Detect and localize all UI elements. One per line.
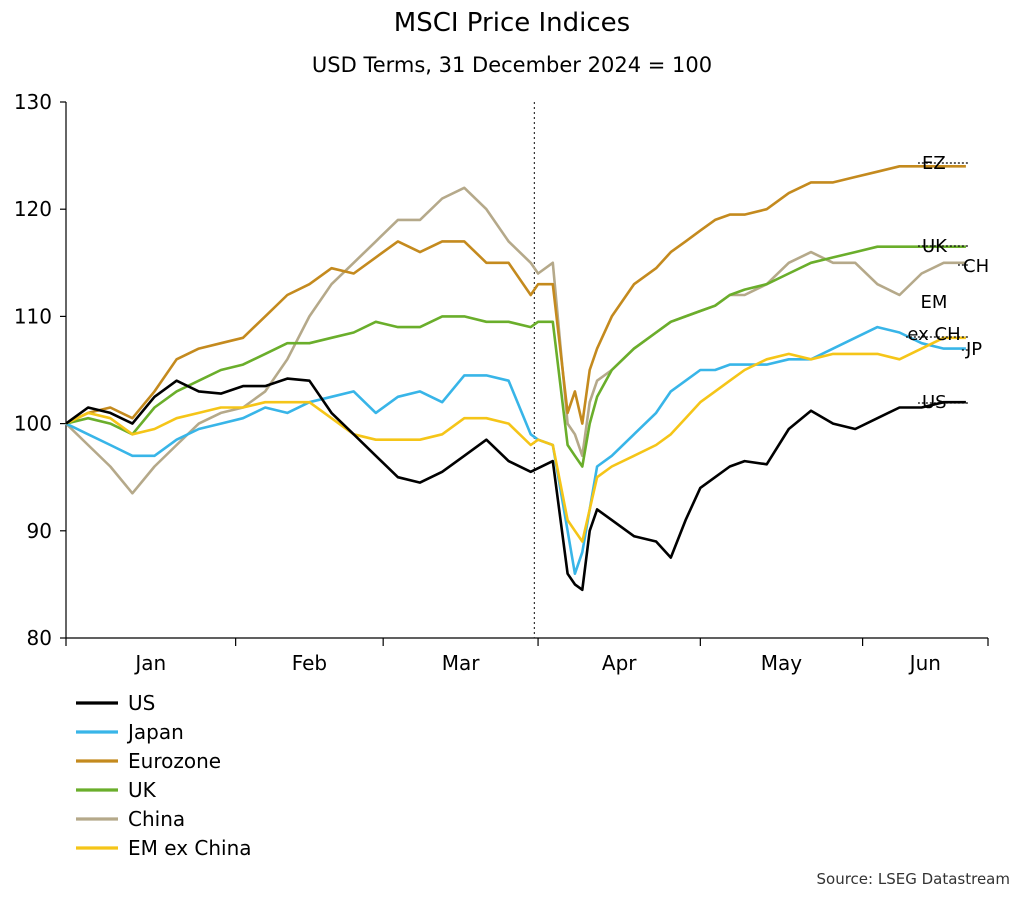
series-line-china xyxy=(65,186,966,495)
x-tick-label: Mar xyxy=(442,651,481,675)
x-tick-label: Apr xyxy=(602,651,637,675)
end-label-us: US xyxy=(922,392,947,413)
y-tick-label: 90 xyxy=(27,519,52,543)
x-tick-label: Jun xyxy=(908,651,941,675)
chart-subtitle: USD Terms, 31 December 2024 = 100 xyxy=(312,53,712,77)
y-tick-label: 80 xyxy=(27,626,52,650)
chart-title: MSCI Price Indices xyxy=(394,8,630,38)
legend: US Japan Eurozone UK China EM ex China xyxy=(76,691,252,860)
series-line-eurozone xyxy=(65,165,966,425)
legend-label-us: US xyxy=(128,691,155,715)
plot-area: 80 90 100 110 120 130 Jan Feb Mar Apr May Jun xyxy=(14,90,989,675)
x-tick-label: Feb xyxy=(292,651,327,675)
y-tick-label: 130 xyxy=(14,90,52,114)
end-labels: US JP EZ UK CH EM ex CH xyxy=(906,153,989,413)
series-line-japan xyxy=(65,325,966,576)
end-label-eurozone: EZ xyxy=(922,153,946,174)
source-note: Source: LSEG Datastream xyxy=(817,870,1010,888)
series-line-us xyxy=(65,377,966,592)
legend-label-japan: Japan xyxy=(126,720,184,744)
legend-label-uk: UK xyxy=(128,778,157,802)
end-label-em-ex-china: EM ex CH xyxy=(907,292,960,345)
legend-label-em-ex-china: EM ex China xyxy=(128,836,252,860)
end-label-uk: UK xyxy=(922,236,948,257)
y-tick-label: 110 xyxy=(14,304,52,328)
end-label-china: CH xyxy=(963,256,989,277)
series-line-uk xyxy=(65,245,966,468)
end-label-japan: JP xyxy=(965,339,982,360)
legend-label-eurozone: Eurozone xyxy=(128,749,221,773)
x-tick-label: May xyxy=(761,651,803,675)
series-lines xyxy=(65,165,966,592)
end-label-em-line1: EM xyxy=(921,292,948,313)
y-tick-label: 120 xyxy=(14,197,52,221)
y-tick-label: 100 xyxy=(14,412,52,436)
end-label-em-line2: ex CH xyxy=(907,324,960,345)
x-tick-label: Jan xyxy=(133,651,166,675)
series-line-em-ex-china xyxy=(65,336,966,543)
legend-label-china: China xyxy=(128,807,185,831)
